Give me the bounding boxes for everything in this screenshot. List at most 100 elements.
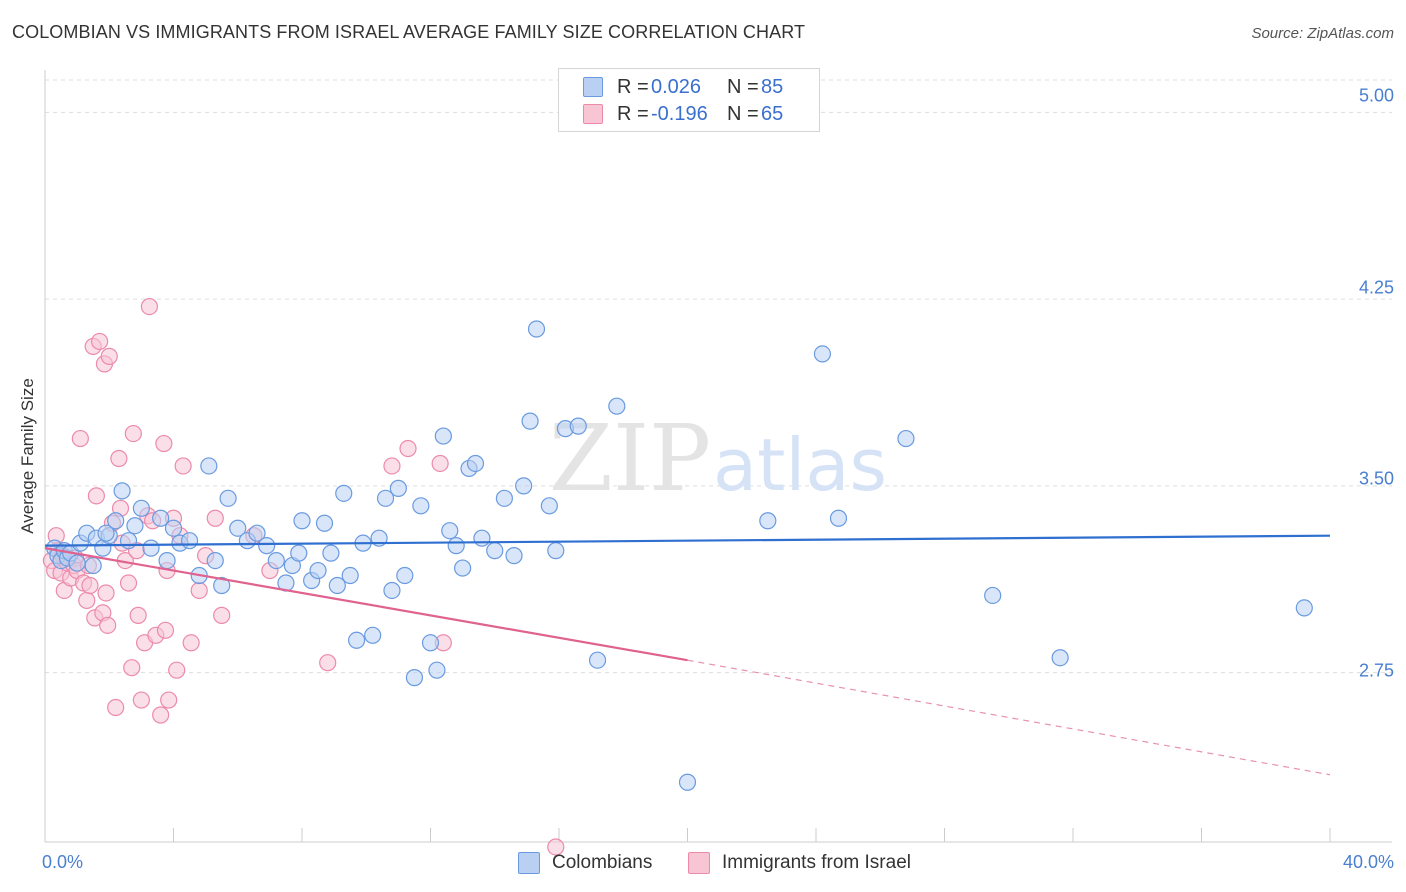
colombian-point [813,345,832,363]
colombian-point [405,669,424,687]
legend-swatch-pink [688,852,710,874]
colombian-point [515,477,533,495]
colombian-point [126,517,144,535]
legend-label-colombians: Colombians [552,852,653,873]
source-label: Source: ZipAtlas.com [1251,25,1394,42]
colombian-point [428,661,446,679]
colombian-point [1295,599,1313,617]
israel-point [319,654,337,672]
colombian-point [521,412,539,430]
israel-point [383,457,401,475]
israel-point [132,691,150,709]
israel-point [174,457,192,475]
israel-point [152,706,170,724]
series-israel-points [42,297,565,856]
colombian-point [180,532,199,550]
colombian-point [84,556,102,575]
y-tick-label: 3.50 [1358,468,1394,489]
colombian-point [588,651,607,669]
colombian-point [569,417,587,435]
colombian-point [547,542,565,560]
legend-swatch-blue [518,852,540,874]
colombian-point [829,509,848,527]
colombian-point [678,773,697,791]
colombian-point [348,631,366,649]
legend-n-value: 65 [761,102,784,125]
colombian-point [132,499,150,517]
bottom-legend-colombians[interactable]: Colombians [518,852,652,874]
israel-point [123,659,141,677]
colombian-point [248,524,266,542]
colombian-point [267,551,285,570]
israel-point [190,581,208,600]
colombian-point [389,479,407,497]
series-colombians-points [46,320,1313,791]
israel-point [129,606,147,624]
colombian-point [505,547,523,565]
colombian-point [200,457,218,475]
legend-swatch-pink [583,104,603,124]
y-tick-label: 2.75 [1358,660,1394,681]
israel-point [87,487,106,505]
israel-point [91,332,109,351]
legend-r-label: R = [617,102,649,125]
israel-point [119,574,138,592]
colombian-point [527,320,546,338]
axes [44,70,1392,843]
colombian-point [315,514,334,532]
israel-point [399,439,417,458]
israel-point [182,634,200,652]
bottom-legend-israel[interactable]: Immigrants from Israel [688,852,911,874]
legend-r-label: R = [617,75,649,98]
colombian-point [434,427,452,445]
colombian-point [759,512,777,530]
israel-point [168,661,186,679]
colombian-point [229,519,247,537]
israel-point [213,606,231,624]
colombian-point [1051,649,1069,667]
colombian-point [113,482,131,500]
colombian-point [412,497,430,515]
colombian-point [322,544,340,562]
y-tick-label: 4.25 [1358,277,1394,298]
colombian-point [142,539,160,557]
colombian-point [328,576,346,595]
x-tick-label-max: 40.0% [1342,852,1394,872]
colombian-point [107,512,125,530]
israel-trend-extension [687,659,1331,776]
legend-label-israel: Immigrants from Israel [722,852,911,873]
legend-row-colombians: R = 0.026 N = 85 [583,74,783,100]
colombian-point [421,634,440,652]
x-tick-label-min: 0.0% [42,852,84,872]
colombian-point [897,429,915,448]
colombian-point [495,489,513,507]
legend-n-label: N = [727,75,759,98]
colombian-point [364,626,382,644]
colombian-point [152,509,170,527]
colombian-point [383,581,401,600]
legend-row-israel: R = -0.196 N = 65 [583,101,783,127]
y-tick-label: 5.00 [1358,85,1394,106]
correlation-legend: R = 0.026 N = 85 R = -0.196 N = 65 [558,68,820,132]
colombian-point [984,586,1002,605]
israel-point [206,509,224,527]
colombian-point [206,551,224,570]
colombian-point [335,484,353,502]
colombian-point [396,566,414,585]
legend-n-label: N = [727,102,759,125]
colombian-point [219,489,237,507]
israel-trend-line [44,547,688,662]
colombians-trend-line [44,534,1331,547]
watermark-atlas: atlas [713,423,887,507]
colombian-point [466,454,485,473]
israel-point [78,591,96,610]
colombian-point [164,519,183,537]
israel-point [431,454,449,473]
legend-swatch-blue [583,77,603,97]
colombian-point [473,529,491,547]
legend-n-value: 85 [761,75,784,98]
israel-point [81,576,99,595]
colombian-point [540,497,558,515]
colombian-point [293,512,311,530]
